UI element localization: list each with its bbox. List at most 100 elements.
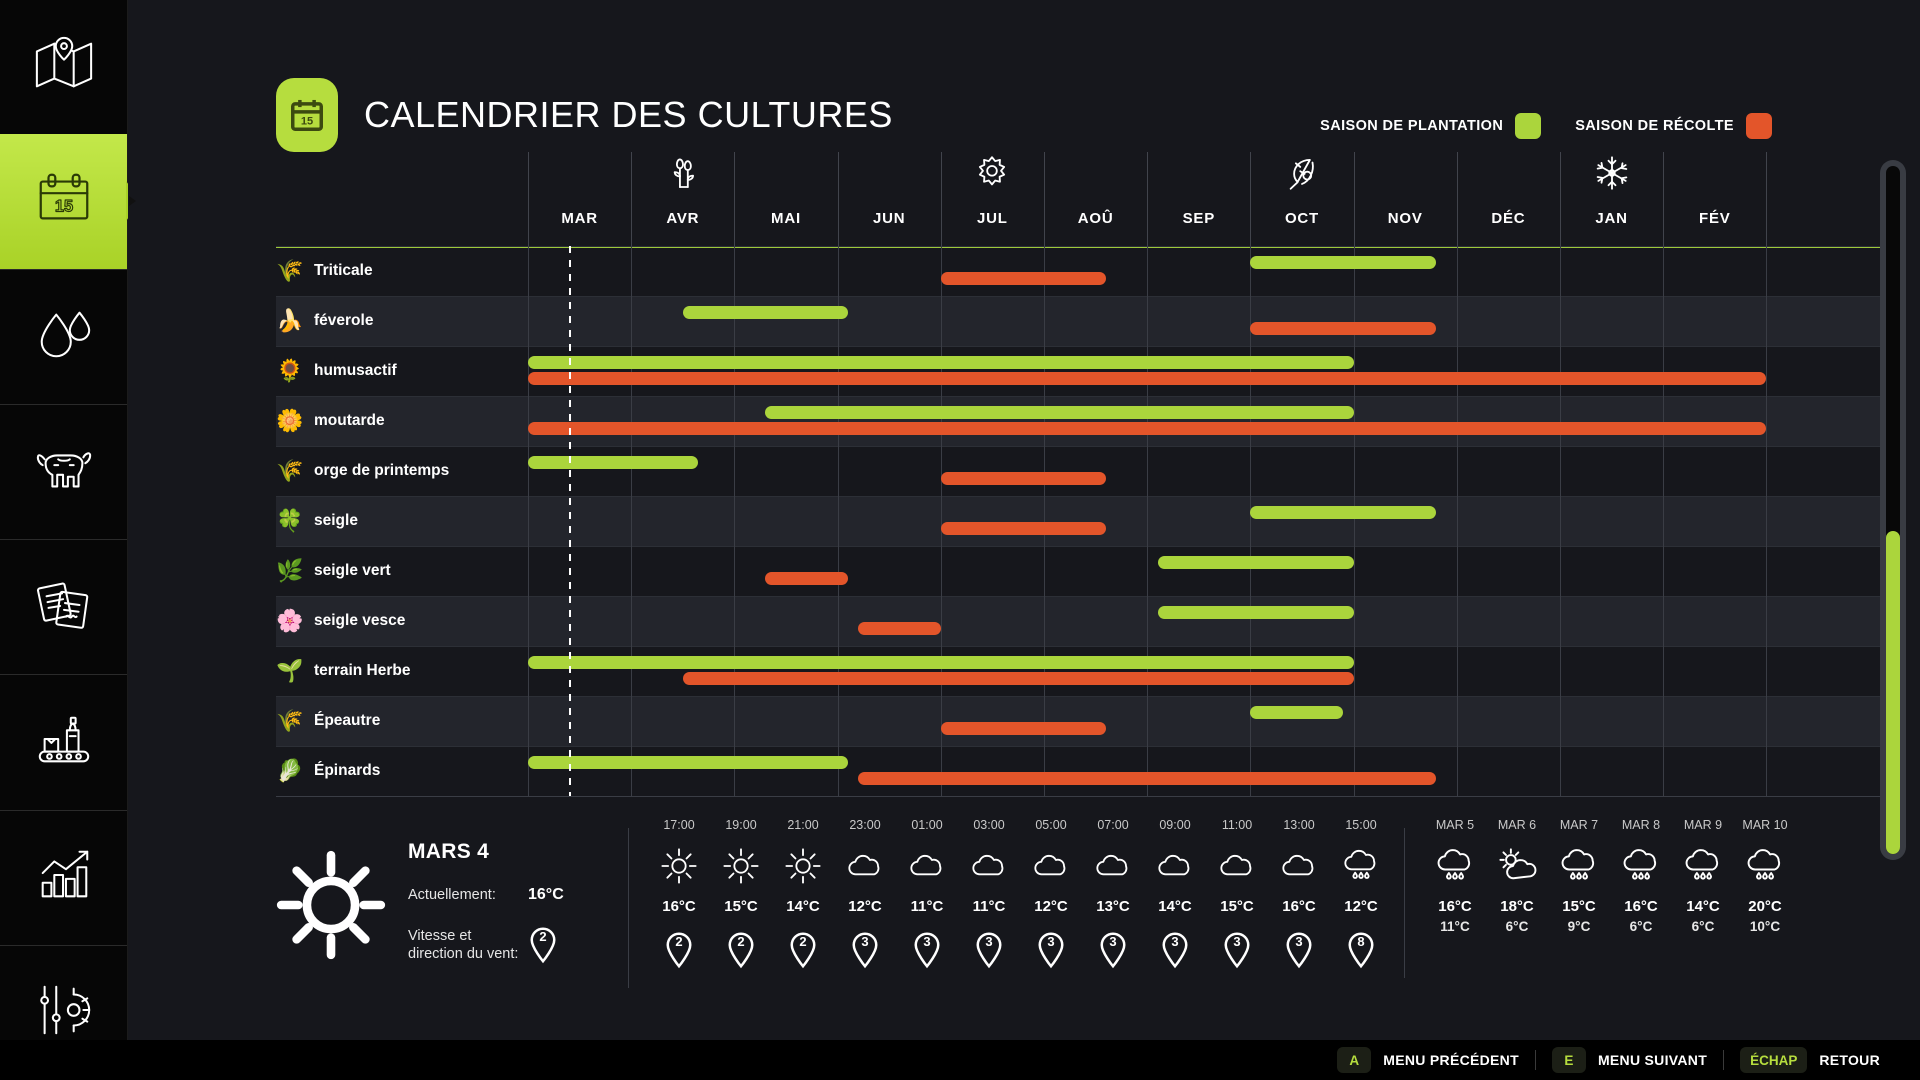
cloud-icon xyxy=(834,844,896,888)
harvest-bar[interactable] xyxy=(858,622,941,635)
month-header-aoû: AOÛ xyxy=(1077,210,1114,227)
hour-time: 13:00 xyxy=(1283,818,1315,832)
month-gridline xyxy=(1044,646,1045,696)
sidebar-item-map[interactable] xyxy=(0,0,127,134)
crop-row[interactable]: 🌻 humusactif xyxy=(276,346,1890,396)
harvest-bar[interactable] xyxy=(940,522,1106,535)
crop-row[interactable]: 🌾 Triticale xyxy=(276,246,1890,296)
planting-bar[interactable] xyxy=(1157,606,1354,619)
month-gridline xyxy=(1044,346,1045,396)
crop-row[interactable]: 🍀 seigle xyxy=(276,496,1890,546)
footer-action[interactable]: A MENU PRÉCÉDENT xyxy=(1321,1047,1535,1073)
hourly-forecast-item: 17:00 16°C 2 xyxy=(648,818,710,969)
sidebar-item-settings[interactable] xyxy=(0,944,127,1080)
harvest-bar[interactable] xyxy=(940,272,1106,285)
month-gridline xyxy=(1663,546,1665,596)
row-divider xyxy=(276,546,1890,547)
day-high-temp: 20°C xyxy=(1748,898,1782,915)
calendar-icon: 15 xyxy=(33,168,95,235)
sidebar-item-production[interactable] xyxy=(0,674,127,809)
water-drops-icon xyxy=(33,303,95,370)
hour-wind: 3 xyxy=(958,931,1020,969)
planting-bar[interactable] xyxy=(1157,556,1354,569)
month-gridline xyxy=(528,346,529,396)
crop-row[interactable]: 🌸 seigle vesce xyxy=(276,596,1890,646)
planting-bar[interactable] xyxy=(1250,506,1437,519)
crop-row[interactable]: 🥬 Épinards xyxy=(276,746,1890,796)
month-header-row: MAR AVR MAI JUN JUL AOÛ SEP OCT NOV DÉC JAN FÉV xyxy=(276,152,1890,246)
scrollbar-thumb[interactable] xyxy=(1886,530,1900,854)
month-gridline xyxy=(1250,496,1252,546)
month-gridline xyxy=(1663,596,1665,646)
hourly-forecast-item: 19:00 15°C 2 xyxy=(710,818,772,969)
month-gridline xyxy=(1147,346,1149,396)
day-high-temp: 14°C xyxy=(1686,898,1720,915)
harvest-bar[interactable] xyxy=(858,772,1437,785)
weather-daily: MAR 5 16°C 11°C MAR 6 18°C 6°C MAR 7 15°C 9°C MAR… xyxy=(1424,818,1796,934)
crop-row[interactable]: 🍌 féverole xyxy=(276,296,1890,346)
sidebar-item-statistics[interactable] xyxy=(0,809,127,945)
harvest-bar[interactable] xyxy=(682,672,1354,685)
month-gridline xyxy=(1766,596,1768,646)
vertical-scrollbar[interactable] xyxy=(1880,160,1906,860)
planting-bar[interactable] xyxy=(528,756,848,769)
crop-row[interactable]: 🌼 moutarde xyxy=(276,396,1890,446)
title-wrap: 15 CALENDRIER DES CULTURES xyxy=(276,78,893,152)
harvest-bar[interactable] xyxy=(1250,322,1437,335)
footer-action[interactable]: ÉCHAP RETOUR xyxy=(1724,1047,1896,1073)
harvest-bar[interactable] xyxy=(528,422,1767,435)
harvest-bar[interactable] xyxy=(528,372,1767,385)
month-gridline xyxy=(734,646,736,696)
month-gridline xyxy=(1147,396,1149,446)
month-gridline xyxy=(631,646,633,696)
month-gridline xyxy=(837,396,839,446)
legend-swatch xyxy=(1746,113,1772,139)
day-high-temp: 16°C xyxy=(1438,898,1472,915)
scrollbar-track[interactable] xyxy=(1886,166,1900,854)
crop-row[interactable]: 🌿 seigle vert xyxy=(276,546,1890,596)
crop-row[interactable]: 🌾 orge de printemps xyxy=(276,446,1890,496)
month-gridline xyxy=(1456,696,1458,746)
wind-value: 2 xyxy=(799,934,807,949)
month-gridline xyxy=(1560,296,1561,346)
winter-snowflake-icon xyxy=(1591,152,1633,194)
month-gridline xyxy=(528,596,529,646)
crop-row[interactable]: 🌾 Épeautre xyxy=(276,696,1890,746)
hourly-forecast-item: 15:00 12°C 8 xyxy=(1330,818,1392,969)
sidebar-item-water[interactable] xyxy=(0,268,127,404)
planting-bar[interactable] xyxy=(1250,706,1344,719)
day-label: MAR 9 xyxy=(1683,818,1723,832)
month-gridline xyxy=(1560,596,1561,646)
harvest-bar[interactable] xyxy=(940,472,1106,485)
month-gridline xyxy=(1044,396,1045,446)
sidebar-item-contracts[interactable] xyxy=(0,539,127,674)
month-gridline xyxy=(1250,696,1252,746)
crop-label: 🥬 Épinards xyxy=(276,746,476,796)
month-gridline xyxy=(1560,396,1561,446)
planting-bar[interactable] xyxy=(1250,256,1437,269)
month-gridline xyxy=(1353,646,1355,696)
sidebar-item-calendar[interactable]: 15 xyxy=(0,134,136,269)
harvest-bar[interactable] xyxy=(940,722,1106,735)
month-header-jan: JAN xyxy=(1595,210,1628,227)
hourly-forecast-item: 13:00 16°C 3 xyxy=(1268,818,1330,969)
header-accent-rule xyxy=(276,246,1890,248)
planting-bar[interactable] xyxy=(528,456,699,469)
crop-row[interactable]: 🌱 terrain Herbe xyxy=(276,646,1890,696)
wind-value: 2 xyxy=(539,929,547,945)
crop-name: seigle xyxy=(314,512,358,529)
row-divider xyxy=(276,596,1890,597)
footer-action[interactable]: E MENU SUIVANT xyxy=(1536,1047,1723,1073)
month-gridline xyxy=(1044,696,1045,746)
planting-bar[interactable] xyxy=(528,656,1354,669)
month-gridline xyxy=(1353,246,1355,296)
harvest-bar[interactable] xyxy=(765,572,848,585)
planting-bar[interactable] xyxy=(528,356,1354,369)
month-gridline xyxy=(1147,596,1149,646)
month-gridline xyxy=(1250,646,1252,696)
sidebar-item-animals[interactable] xyxy=(0,403,127,539)
crop-name: seigle vert xyxy=(314,562,391,579)
planting-bar[interactable] xyxy=(765,406,1354,419)
planting-bar[interactable] xyxy=(682,306,848,319)
page-title: CALENDRIER DES CULTURES xyxy=(364,94,893,135)
